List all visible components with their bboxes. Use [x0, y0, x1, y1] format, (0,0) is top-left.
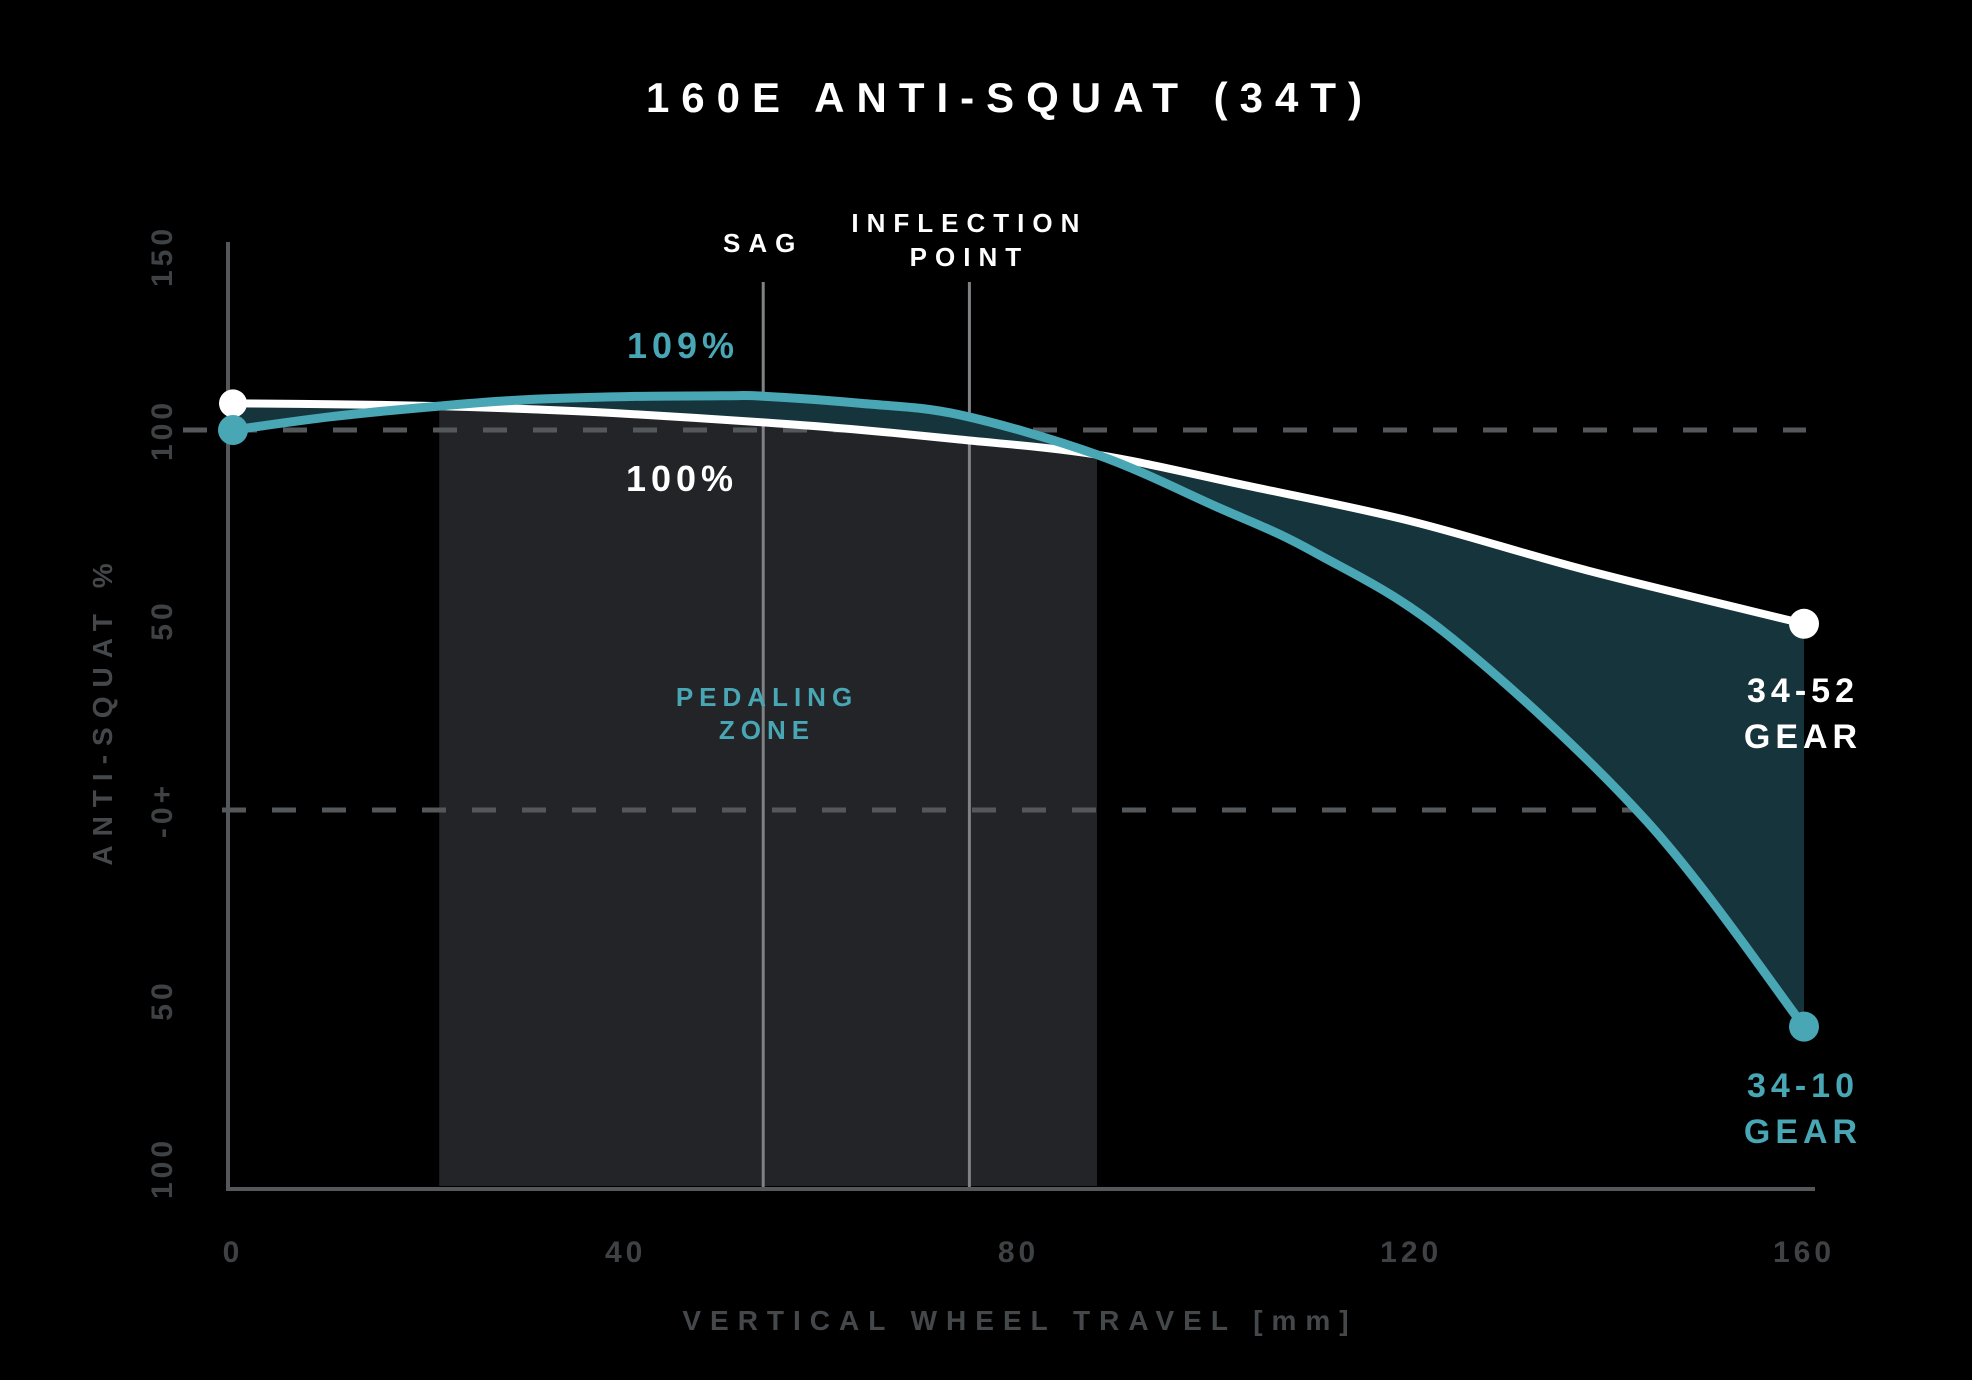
sag-label: SAG — [723, 228, 803, 258]
white-series-label-line1: 34-52 — [1747, 672, 1859, 710]
pedaling-zone-area — [439, 406, 1097, 1187]
teal-curve-34-10 — [228, 390, 1809, 1032]
chart-title: 160E ANTI-SQUAT (34T) — [646, 74, 1374, 121]
x-tick-label: 80 — [998, 1236, 1039, 1269]
inflection-label-line1: INFLECTION — [851, 208, 1087, 238]
white-curve-end-dot — [1789, 608, 1819, 639]
teal-series-label-line1: 34-10 — [1747, 1067, 1859, 1105]
y-tick-label: 50 — [146, 599, 179, 640]
y-tick-label: -0+ — [146, 782, 179, 838]
y-tick-label: 150 — [146, 225, 179, 287]
y-axis-title: ANTI-SQUAT % — [87, 554, 118, 865]
x-tick-label: 160 — [1773, 1236, 1835, 1269]
teal-value-label: 109% — [627, 325, 739, 366]
x-tick-label: 40 — [605, 1236, 646, 1269]
white-value-label: 100% — [626, 458, 738, 499]
x-axis-title: VERTICAL WHEEL TRAVEL [mm] — [682, 1305, 1357, 1336]
inflection-label-line2: POINT — [910, 242, 1029, 272]
x-tick-label: 120 — [1380, 1236, 1442, 1269]
white-series-label-line2: GEAR — [1744, 718, 1862, 756]
y-tick-label: 100 — [146, 1137, 179, 1199]
y-tick-label: 50 — [146, 979, 179, 1020]
x-tick-label: 0 — [223, 1236, 244, 1269]
between-curves-area — [233, 395, 1804, 1027]
pedaling-zone-label-line1: PEDALING — [676, 682, 858, 712]
teal-series-label-line2: GEAR — [1744, 1113, 1862, 1151]
y-tick-label: 100 — [146, 399, 179, 461]
teal-curve-end-dot — [1789, 1011, 1819, 1042]
white-curve-start-dot — [219, 389, 247, 418]
teal-curve-start-dot — [218, 415, 248, 445]
pedaling-zone-label-line2: ZONE — [719, 715, 815, 745]
